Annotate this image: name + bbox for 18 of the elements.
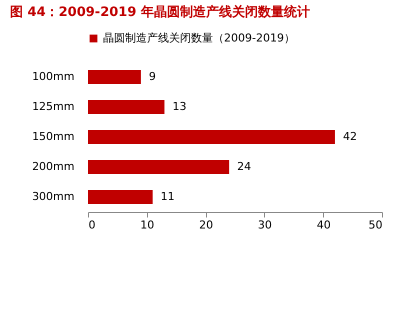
y-tick-label: 100mm xyxy=(32,70,74,83)
x-tick-label: 10 xyxy=(140,218,154,232)
data-label: 42 xyxy=(342,130,357,143)
data-label: 9 xyxy=(148,70,156,83)
y-tick-label: 125mm xyxy=(32,100,74,113)
x-tick-label: 0 xyxy=(88,218,96,232)
x-tick-label: 30 xyxy=(258,218,272,232)
data-label: 11 xyxy=(160,190,175,203)
y-tick-label: 200mm xyxy=(32,160,74,173)
chart-title: 图 44：2009-2019 年晶圆制造产线关闭数量统计 xyxy=(10,4,310,20)
data-label: 24 xyxy=(237,160,252,173)
x-tick-label: 50 xyxy=(368,218,382,232)
y-tick-label: 150mm xyxy=(32,130,74,143)
legend-label: 晶圆制造产线关闭数量（2009-2019） xyxy=(103,32,295,44)
x-tick-label: 20 xyxy=(199,218,214,232)
x-tick-label: 40 xyxy=(316,218,331,232)
y-tick-label: 300mm xyxy=(32,190,74,203)
data-label: 13 xyxy=(172,100,186,113)
